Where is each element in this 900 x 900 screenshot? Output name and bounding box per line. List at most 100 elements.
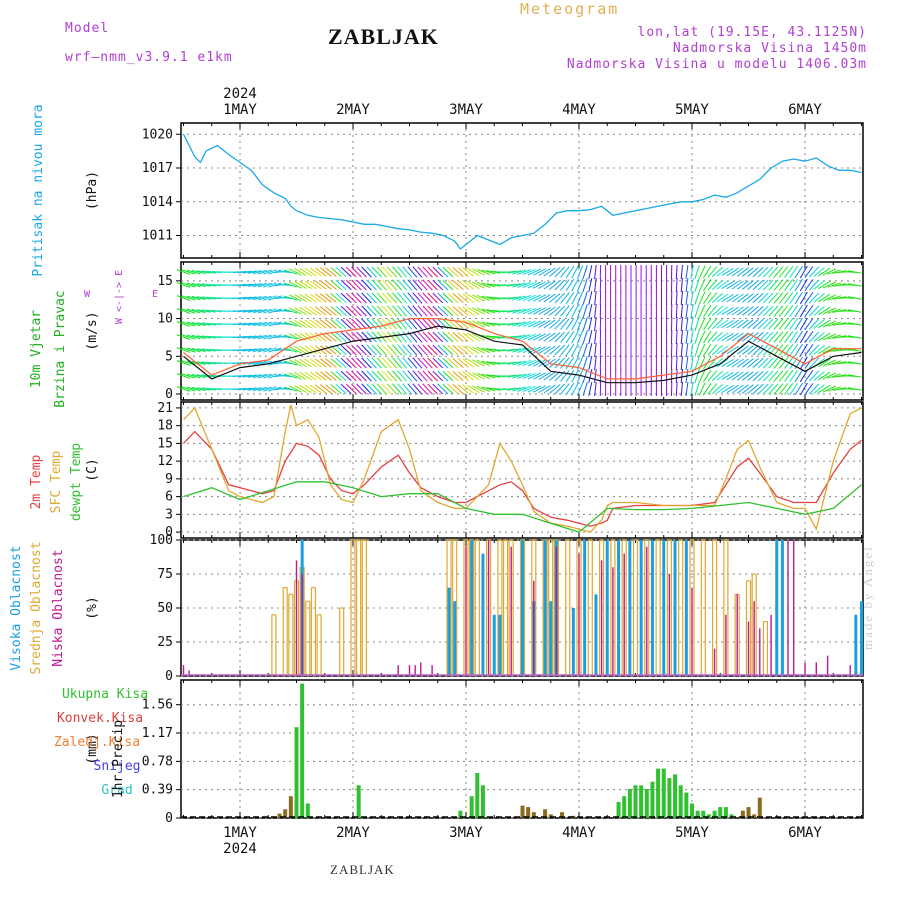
wind-arrow	[594, 290, 597, 306]
wind-arrow	[263, 347, 277, 353]
precip-bar	[718, 807, 723, 818]
wind-arrow	[822, 346, 836, 354]
clouds-units: (%)	[85, 596, 100, 619]
temperature-ytick-label: 12	[157, 454, 173, 469]
wind-arrow	[294, 371, 307, 381]
wind-arrow	[742, 267, 754, 277]
wind-arrow	[371, 344, 382, 356]
wind-arrow	[721, 332, 734, 342]
wind-arrow	[808, 318, 820, 330]
wind-arrow	[278, 309, 293, 313]
wind-arrow	[763, 383, 774, 395]
wind-arrow	[818, 319, 831, 329]
precip-ytick-label: 0.39	[142, 783, 173, 798]
wind-compass-e: E	[152, 289, 158, 300]
wind-arrow	[565, 330, 575, 344]
wind-arrow	[549, 319, 561, 329]
wind-arrow	[560, 305, 570, 317]
wind-arrow	[201, 309, 216, 313]
precip-bar	[667, 778, 672, 818]
wind-axis-label-2: Brzina i Pravac	[53, 290, 68, 407]
wind-arrow	[447, 318, 459, 330]
wind-arrow	[747, 384, 759, 394]
wind-arrow	[522, 385, 536, 393]
wind-arrow	[501, 322, 516, 326]
wind-arrow	[471, 281, 485, 289]
wind-arrow	[813, 267, 825, 277]
wind-arrow	[299, 358, 312, 368]
wind-arrow	[752, 318, 764, 330]
clouds-ytick-label: 0	[165, 669, 173, 684]
precip-bar	[622, 796, 627, 818]
wind-arrow	[675, 368, 678, 384]
wind-arrow	[335, 292, 347, 304]
wind-arrow	[565, 304, 575, 318]
wind-arrow	[582, 356, 588, 370]
wind-arrow	[427, 318, 438, 330]
wind-arrow	[356, 331, 367, 343]
wind-arrow	[407, 292, 418, 304]
wind-arrow	[447, 279, 459, 291]
wind-arrow	[507, 374, 521, 378]
wind-arrow	[381, 279, 392, 291]
wind-arrow	[278, 270, 293, 274]
wind-arrow	[386, 266, 397, 278]
wind-arrow	[481, 308, 496, 314]
wind-arrow	[726, 306, 739, 316]
wind-arrow	[294, 280, 307, 290]
wind-arrow	[335, 266, 347, 278]
wind-arrow	[742, 384, 754, 394]
precip-bar	[520, 805, 525, 818]
wind-arrow	[588, 343, 593, 357]
wind-arrow	[784, 279, 794, 291]
wind-arrow	[476, 346, 491, 354]
wind-arrow	[412, 370, 423, 382]
wind-arrow	[452, 306, 464, 316]
wind-arrow	[675, 329, 678, 345]
wind-arrow	[304, 371, 317, 381]
day-label-bottom: 6MAY	[788, 825, 822, 841]
wind-arrow	[309, 345, 322, 355]
wind-arrow	[576, 317, 584, 331]
wind-arrow	[340, 318, 352, 330]
wind-arrow	[694, 291, 700, 305]
wind-arrow	[314, 267, 327, 277]
wind-arrow	[309, 384, 322, 394]
wind-arrow	[512, 308, 526, 314]
wind-arrow	[685, 356, 689, 370]
wind-arrow	[517, 347, 531, 353]
wind-arrow	[571, 304, 579, 318]
wind-arrow	[554, 357, 566, 369]
wind-arrow	[319, 345, 332, 355]
wind-arrow	[319, 319, 332, 329]
wind-arrow	[527, 359, 541, 367]
wind-arrow	[543, 332, 556, 342]
wind-arrow	[252, 347, 267, 353]
wind-arrow	[773, 383, 784, 395]
wind-arrow	[565, 317, 575, 331]
wind-arrow	[716, 319, 729, 329]
wind-arrow	[371, 383, 382, 395]
wind-arrow	[371, 318, 382, 330]
wind-arrow	[736, 319, 749, 329]
wind-arrow	[432, 357, 444, 369]
wind-arrow	[789, 343, 799, 357]
wind-arrow	[447, 383, 459, 395]
wind-arrow	[242, 283, 257, 287]
wind-arrow	[412, 305, 423, 317]
wind-arrow	[813, 345, 825, 355]
wind-arrow	[773, 266, 784, 278]
wind-arrow	[427, 383, 438, 395]
wind-arrow	[847, 309, 862, 313]
wind-arrow	[252, 386, 267, 392]
wind-arrow	[452, 358, 464, 368]
wind-arrow	[512, 295, 526, 301]
wind-arrow	[768, 292, 779, 304]
wind-arrow	[768, 383, 779, 395]
wind-arrow	[789, 304, 799, 318]
wind-arrow	[481, 334, 496, 340]
wind-arrow	[582, 382, 588, 396]
wind-arrow	[527, 281, 541, 289]
wind-arrow	[818, 358, 831, 368]
wind-arrow	[731, 358, 744, 368]
